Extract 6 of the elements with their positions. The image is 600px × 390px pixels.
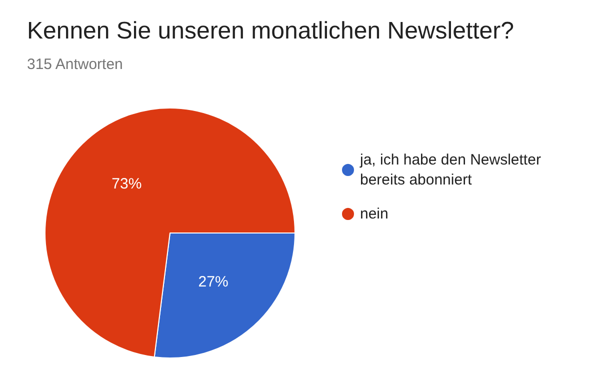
legend-label: nein (360, 206, 388, 222)
chart-title: Kennen Sie unseren monatlichen Newsletter? (27, 18, 514, 44)
data-label: 27% (198, 274, 228, 291)
chart-subtitle: 315 Antworten (27, 56, 123, 73)
data-label: 73% (112, 175, 142, 192)
legend-label: ja, ich habe den Newsletter bereits abonniert (359, 152, 546, 188)
